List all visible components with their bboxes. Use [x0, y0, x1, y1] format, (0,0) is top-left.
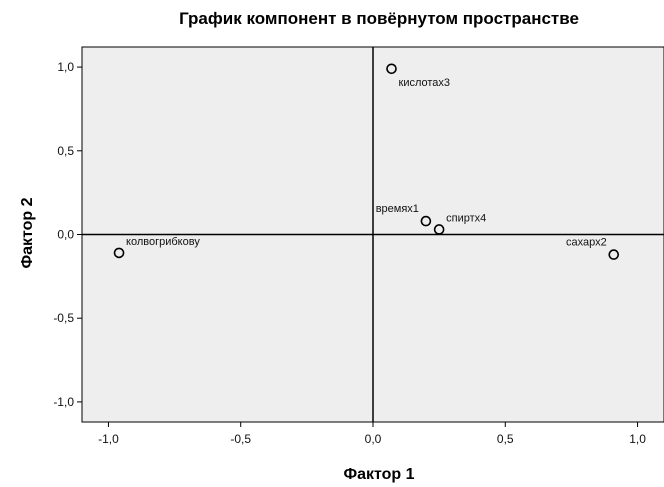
- y-axis-ticks: 1,0 0,5 0,0 -0,5 -1,0: [53, 60, 82, 409]
- y-axis-label: Фактор 2: [19, 197, 36, 268]
- y-tick-label: -1,0: [53, 395, 74, 409]
- chart-title: График компонент в повёрнутом пространст…: [179, 9, 579, 28]
- data-points: кислотах3 времях1 спиртх4 сахарх2 колвогрибк…: [113, 63, 620, 260]
- y-tick-label: 0,5: [57, 144, 74, 158]
- y-tick-label: -0,5: [53, 311, 74, 325]
- data-point-label: кислотах3: [399, 77, 451, 89]
- reference-lines: [82, 47, 664, 422]
- y-tick-label: 1,0: [57, 60, 74, 74]
- x-tick-label: 0,0: [365, 432, 382, 446]
- data-point-label: спиртх4: [446, 212, 486, 224]
- x-tick-label: 1,0: [629, 432, 646, 446]
- y-tick-label: 0,0: [57, 228, 74, 242]
- data-point: [608, 249, 620, 260]
- data-point: [113, 247, 125, 259]
- data-point: [386, 63, 397, 75]
- x-axis-label: Фактор 1: [343, 466, 414, 483]
- x-tick-label: -1,0: [98, 432, 119, 446]
- data-point: [433, 224, 445, 235]
- x-axis-ticks: -1,0 -0,5 0,0 0,5 1,0: [98, 422, 646, 446]
- data-point: [420, 215, 432, 227]
- x-tick-label: -0,5: [230, 432, 251, 446]
- x-tick-label: 0,5: [497, 432, 514, 446]
- data-point-label: времях1: [376, 203, 419, 215]
- data-point-label: сахарх2: [566, 237, 607, 249]
- data-point-label: колвогрибкову: [126, 236, 200, 248]
